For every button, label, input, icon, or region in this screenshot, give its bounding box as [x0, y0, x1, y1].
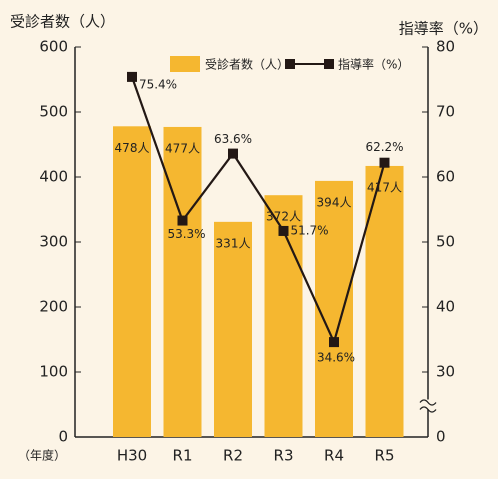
- y2-tick-label: 80: [436, 38, 455, 56]
- axis-break: [419, 399, 437, 413]
- bar: [163, 126, 202, 437]
- line-value-label: 53.3%: [167, 227, 205, 241]
- x-tick-label: R4: [324, 447, 344, 465]
- x-axis-title: （年度）: [18, 448, 66, 463]
- x-tick-label: R2: [223, 447, 243, 465]
- bar-value-label: 477人: [165, 141, 200, 155]
- y-tick-label: 0: [58, 428, 68, 446]
- legend-swatch: [170, 56, 200, 72]
- legend-label: 受診者数（人）: [205, 57, 289, 72]
- y2-tick-label: 40: [436, 298, 455, 316]
- y2-tick-label: 0: [436, 428, 446, 446]
- axis-break-gap: [420, 399, 436, 410]
- y-tick-label: 600: [39, 38, 68, 56]
- bar: [214, 221, 252, 437]
- line-value-label: 51.7%: [290, 223, 328, 237]
- y-tick-label: 200: [39, 298, 68, 316]
- bar-value-label: 478人: [115, 141, 150, 155]
- legend-marker: [324, 59, 334, 69]
- line-marker: [127, 71, 137, 82]
- x-tick-label: R3: [274, 447, 294, 465]
- y2-tick-label: 50: [436, 233, 455, 251]
- line-marker: [228, 148, 238, 159]
- bar: [315, 180, 353, 437]
- y2-axis-title: 指導率（%）: [399, 20, 488, 38]
- line-marker: [278, 225, 289, 236]
- bar-value-label: 417人: [367, 180, 402, 194]
- line-value-label: 75.4%: [139, 77, 177, 91]
- bar-value-label: 394人: [317, 195, 352, 209]
- x-tick-label: H30: [117, 447, 147, 465]
- line-marker: [329, 337, 339, 348]
- line-marker: [177, 215, 188, 226]
- y2-tick-label: 70: [436, 103, 455, 121]
- x-tick-label: R1: [173, 447, 193, 465]
- bar-value-label: 331人: [216, 236, 251, 250]
- line-marker: [379, 157, 390, 168]
- y-tick-label: 500: [39, 103, 68, 121]
- y-axis-title: 受診者数（人）: [10, 13, 115, 31]
- y-tick-label: 300: [39, 233, 68, 251]
- line-value-label: 34.6%: [317, 351, 355, 365]
- bar: [113, 126, 151, 438]
- y2-tick-label: 60: [436, 168, 455, 186]
- line-value-label: 63.6%: [214, 132, 252, 146]
- bar-value-label: 372人: [266, 210, 301, 224]
- line-value-label: 62.2%: [365, 140, 403, 154]
- y-tick-label: 100: [39, 363, 68, 381]
- legend-marker: [285, 59, 295, 69]
- y-tick-label: 400: [39, 168, 68, 186]
- y2-tick-label: 30: [436, 363, 455, 381]
- legend-label: 指導率（%）: [338, 57, 409, 72]
- line: [130, 76, 386, 346]
- x-tick-label: R5: [375, 447, 395, 465]
